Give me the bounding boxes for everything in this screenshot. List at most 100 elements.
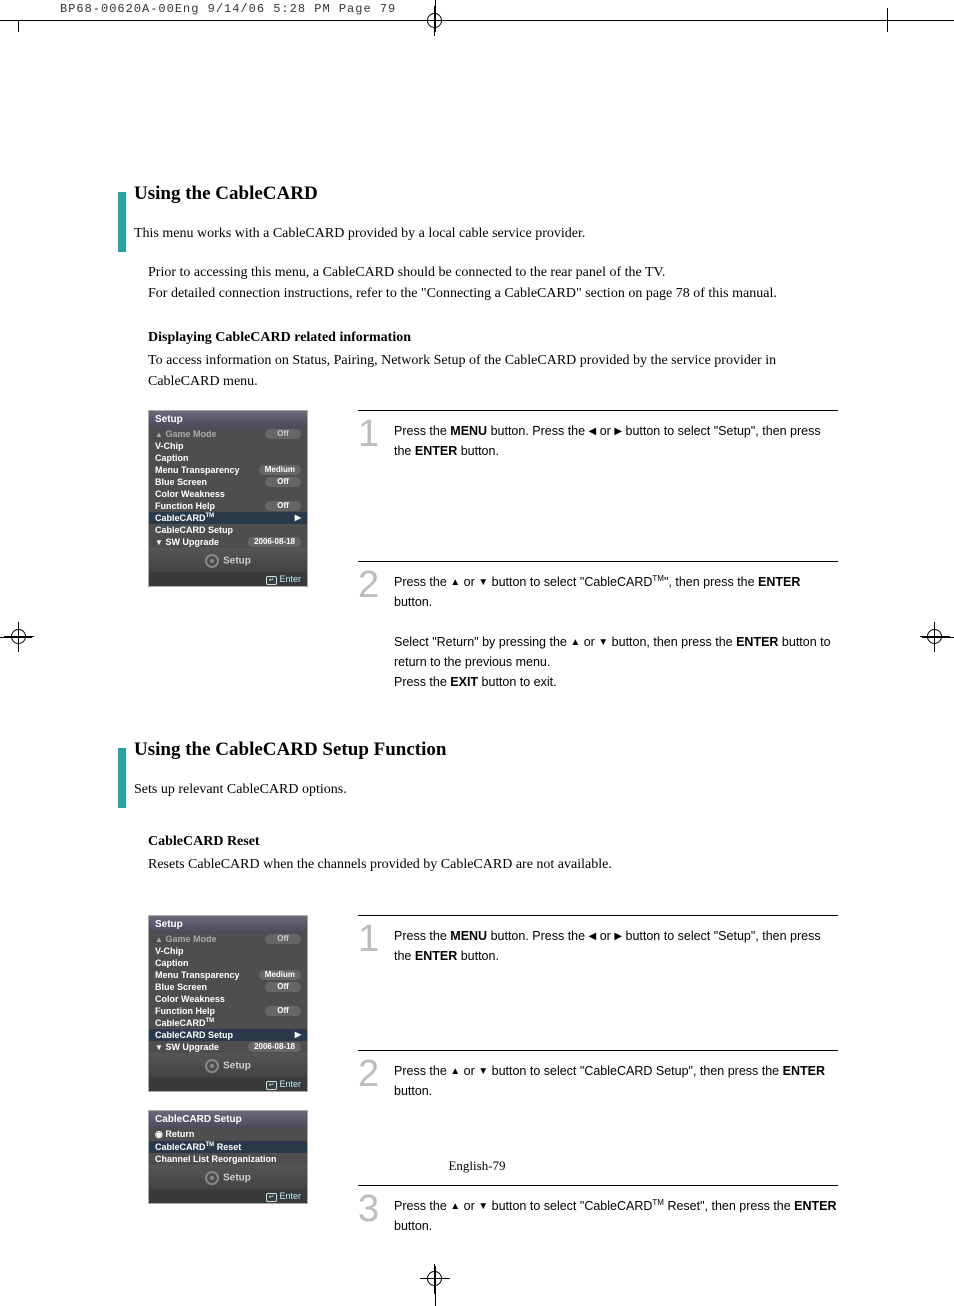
section-1-intro-2: Prior to accessing this menu, a CableCAR… bbox=[148, 262, 838, 283]
tv-row-game: ▲ Game ModeOff bbox=[149, 933, 307, 945]
crop-tick-right bbox=[887, 8, 888, 32]
tv-menu-body: ▲ Game Mode Off V-Chip Caption Menu Tran… bbox=[149, 428, 307, 548]
tv-menu-hint: ↵Enter bbox=[149, 1189, 307, 1203]
print-slug: BP68-00620A-00Eng 9/14/06 5:28 PM Page 7… bbox=[60, 2, 396, 16]
tv-row-cablecard: CableCARDTM bbox=[149, 1017, 307, 1029]
section-1-intro-3: For detailed connection instructions, re… bbox=[148, 283, 838, 304]
section-2-intro-1: Sets up relevant CableCARD options. bbox=[134, 779, 838, 800]
registration-mark-right bbox=[920, 622, 950, 652]
tv-menu-body: ▲ Game ModeOff V-Chip Caption Menu Trans… bbox=[149, 933, 307, 1053]
section-1-row: Setup ▲ Game Mode Off V-Chip Caption Men… bbox=[148, 410, 838, 692]
registration-mark-left bbox=[4, 622, 34, 652]
tv-row-transparency: Menu TransparencyMedium bbox=[149, 464, 307, 476]
step-2: 2 Press the ▲ or ▼ button to select "Cab… bbox=[358, 561, 838, 692]
section-2-subhead: CableCARD Reset bbox=[148, 834, 838, 850]
tv-row-functionhelp: Function HelpOff bbox=[149, 500, 307, 512]
enter-icon: ↵ bbox=[266, 1193, 278, 1202]
tv-row-cablecard-selected: CableCARDTM▶ bbox=[149, 512, 307, 524]
tv-row-cablecard-setup: CableCARD Setup bbox=[149, 524, 307, 536]
down-arrow-icon: ▼ bbox=[155, 538, 163, 547]
tv-menu-title: Setup bbox=[149, 411, 307, 428]
tv-row-return: ◉ Return bbox=[149, 1128, 307, 1141]
tv-menu-title: Setup bbox=[149, 916, 307, 933]
section-1-subbody: To access information on Status, Pairing… bbox=[148, 350, 838, 392]
up-arrow-icon: ▲ bbox=[155, 430, 163, 439]
radio-icon: ◉ bbox=[155, 1129, 163, 1139]
tv-menu-hint: ↵Enter bbox=[149, 572, 307, 586]
step-1: 1 Press the MENU button. Press the ◀ or … bbox=[358, 410, 838, 461]
tv-row-vchip: V-Chip bbox=[149, 945, 307, 957]
section-2-subbody: Resets CableCARD when the channels provi… bbox=[148, 854, 838, 875]
tv-row-swupgrade: ▼ SW Upgrade2006-08-18 bbox=[149, 536, 307, 548]
steps-column-1: 1 Press the MENU button. Press the ◀ or … bbox=[358, 410, 838, 692]
steps-column-2: 1 Press the MENU button. Press the ◀ or … bbox=[358, 915, 838, 1236]
right-arrow-icon: ▶ bbox=[614, 929, 622, 945]
step-3-text: Press the ▲ or ▼ button to select "Cable… bbox=[394, 1196, 838, 1236]
tv-row-caption: Caption bbox=[149, 957, 307, 969]
tv-row-bluescreen: Blue ScreenOff bbox=[149, 981, 307, 993]
tv-menu-footer: Setup bbox=[149, 548, 307, 572]
up-arrow-icon: ▲ bbox=[155, 935, 163, 944]
tv-row-cablecard-reset-selected: CableCARDTM Reset bbox=[149, 1141, 307, 1153]
crop-tick-left bbox=[18, 20, 19, 32]
tv-menu-footer: Setup bbox=[149, 1053, 307, 1077]
up-arrow-icon: ▲ bbox=[450, 1199, 460, 1215]
gear-icon bbox=[205, 554, 219, 568]
down-arrow-icon: ▼ bbox=[478, 1064, 488, 1080]
right-arrow-icon: ▶ bbox=[614, 424, 622, 440]
section-2-title: Using the CableCARD Setup Function bbox=[134, 739, 838, 761]
tv-row-colorweakness: Color Weakness bbox=[149, 488, 307, 500]
section-2-row: Setup ▲ Game ModeOff V-Chip Caption Menu… bbox=[148, 915, 838, 1236]
right-arrow-icon: ▶ bbox=[295, 513, 301, 523]
tv-cablecard-setup-menu: CableCARD Setup ◉ Return CableCARDTM Res… bbox=[148, 1110, 308, 1204]
step-3-number: 3 bbox=[358, 1190, 379, 1228]
section-1-subhead: Displaying CableCARD related information bbox=[148, 330, 838, 346]
section-1-heading: Using the CableCARD This menu works with… bbox=[118, 192, 838, 252]
step-1: 1 Press the MENU button. Press the ◀ or … bbox=[358, 915, 838, 966]
registration-mark-bottom bbox=[420, 1264, 450, 1294]
down-arrow-icon: ▼ bbox=[478, 575, 488, 591]
step-1-number: 1 bbox=[358, 415, 379, 453]
section-1-title: Using the CableCARD bbox=[134, 183, 838, 205]
down-arrow-icon: ▼ bbox=[478, 1199, 488, 1215]
gear-icon bbox=[205, 1059, 219, 1073]
step-2-text: Press the ▲ or ▼ button to select "Cable… bbox=[394, 572, 838, 692]
section-accent-bar bbox=[118, 748, 126, 808]
tv-row-functionhelp: Function HelpOff bbox=[149, 1005, 307, 1017]
step-2-text: Press the ▲ or ▼ button to select "Cable… bbox=[394, 1061, 838, 1101]
tv-row-transparency: Menu TransparencyMedium bbox=[149, 969, 307, 981]
crop-line-top bbox=[0, 20, 954, 21]
up-arrow-icon: ▲ bbox=[450, 575, 460, 591]
section-1-intro-1: This menu works with a CableCARD provide… bbox=[134, 223, 838, 244]
right-arrow-icon: ▶ bbox=[295, 1030, 301, 1040]
enter-icon: ↵ bbox=[266, 1081, 278, 1090]
step-2-number: 2 bbox=[358, 1055, 379, 1093]
section-2-heading: Using the CableCARD Setup Function Sets … bbox=[118, 748, 838, 808]
step-3: 3 Press the ▲ or ▼ button to select "Cab… bbox=[358, 1185, 838, 1236]
tv-row-vchip: V-Chip bbox=[149, 440, 307, 452]
tv-row-swupgrade: ▼ SW Upgrade2006-08-18 bbox=[149, 1041, 307, 1053]
tv-menu-title: CableCARD Setup bbox=[149, 1111, 307, 1128]
tv-row-game: ▲ Game Mode Off bbox=[149, 428, 307, 440]
tv-menu-hint: ↵Enter bbox=[149, 1077, 307, 1091]
tv-setup-menu-2: Setup ▲ Game ModeOff V-Chip Caption Menu… bbox=[148, 915, 308, 1092]
step-2: 2 Press the ▲ or ▼ button to select "Cab… bbox=[358, 1050, 838, 1101]
tv-menu-column-1: Setup ▲ Game Mode Off V-Chip Caption Men… bbox=[148, 410, 318, 692]
down-arrow-icon: ▼ bbox=[598, 635, 608, 651]
tv-row-caption: Caption bbox=[149, 452, 307, 464]
page-content: Using the CableCARD This menu works with… bbox=[118, 192, 838, 1236]
down-arrow-icon: ▼ bbox=[155, 1043, 163, 1052]
enter-icon: ↵ bbox=[266, 576, 278, 585]
tv-row-cablecard-setup-selected: CableCARD Setup▶ bbox=[149, 1029, 307, 1041]
tv-menu-column-2: Setup ▲ Game ModeOff V-Chip Caption Menu… bbox=[148, 915, 318, 1236]
step-1-text: Press the MENU button. Press the ◀ or ▶ … bbox=[394, 421, 838, 461]
up-arrow-icon: ▲ bbox=[570, 635, 580, 651]
tv-setup-menu-1: Setup ▲ Game Mode Off V-Chip Caption Men… bbox=[148, 410, 308, 587]
step-2-number: 2 bbox=[358, 566, 379, 604]
up-arrow-icon: ▲ bbox=[450, 1064, 460, 1080]
page-number: English-79 bbox=[0, 1158, 954, 1174]
step-1-number: 1 bbox=[358, 920, 379, 958]
tv-row-bluescreen: Blue ScreenOff bbox=[149, 476, 307, 488]
tv-row-colorweakness: Color Weakness bbox=[149, 993, 307, 1005]
registration-mark-top bbox=[420, 6, 450, 36]
